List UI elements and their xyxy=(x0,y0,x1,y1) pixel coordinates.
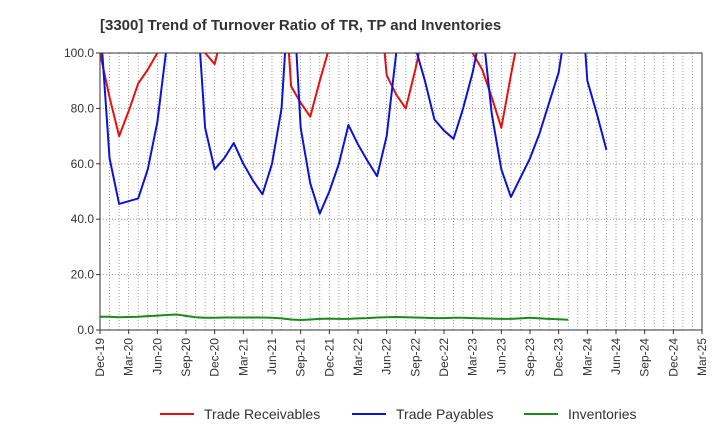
inventories-line xyxy=(100,313,569,322)
x-tick-label: Mar-24 xyxy=(580,338,594,376)
x-tick-label: Mar-22 xyxy=(351,338,365,376)
x-tick-label: Dec-22 xyxy=(437,338,451,377)
x-tick-label: Sep-23 xyxy=(523,338,537,377)
x-tick-label: Jun-24 xyxy=(609,338,623,375)
y-tick-label: 20.0 xyxy=(71,268,95,282)
chart-title: [3300] Trend of Turnover Ratio of TR, TP… xyxy=(100,17,501,34)
y-tick-label: 80.0 xyxy=(71,101,95,115)
x-tick-label: Dec-23 xyxy=(552,338,566,377)
x-tick-label: Sep-21 xyxy=(294,338,308,377)
legend-label: Trade Receivables xyxy=(204,406,320,422)
x-tick-label: Sep-22 xyxy=(408,338,422,377)
grid xyxy=(100,53,702,330)
legend-inventories: Inventories xyxy=(524,406,636,422)
payables-line xyxy=(101,53,608,215)
x-tick-label: Jun-23 xyxy=(494,338,508,375)
x-tick-label: Dec-20 xyxy=(208,338,222,377)
legend-label: Trade Payables xyxy=(396,406,494,422)
x-tick-label: Jun-21 xyxy=(265,338,279,375)
x-tick-label: Mar-25 xyxy=(695,338,709,376)
x-tick-label: Sep-20 xyxy=(179,338,193,377)
x-tick-label: Jun-20 xyxy=(150,338,164,375)
x-tick-label: Dec-24 xyxy=(666,338,680,377)
y-tick-label: 100.0 xyxy=(64,46,94,60)
y-tick-label: 0.0 xyxy=(77,323,94,337)
y-tick-label: 40.0 xyxy=(71,212,95,226)
y-tick-label: 60.0 xyxy=(71,157,95,171)
legend-label: Inventories xyxy=(568,406,636,422)
x-tick-label: Mar-20 xyxy=(122,338,136,376)
legend: Trade Receivables Trade Payables Inventori… xyxy=(160,406,636,422)
legend-trade-receivables: Trade Receivables xyxy=(160,406,320,422)
plot-frame xyxy=(99,52,703,331)
x-tick-label: Dec-19 xyxy=(93,338,107,377)
x-tick-label: Sep-24 xyxy=(638,338,652,377)
receivables-line xyxy=(100,53,517,138)
legend-trade-payables: Trade Payables xyxy=(352,406,494,422)
x-tick-label: Dec-21 xyxy=(322,338,336,377)
axes: 0.0 20.0 40.0 60.0 80.0 100.0 Dec-19 Mar-20 Jun-… xyxy=(64,46,709,377)
x-tick-label: Mar-21 xyxy=(236,338,250,376)
series-lines xyxy=(100,53,608,322)
x-tick-label: Jun-22 xyxy=(380,338,394,375)
x-tick-label: Mar-23 xyxy=(466,338,480,376)
